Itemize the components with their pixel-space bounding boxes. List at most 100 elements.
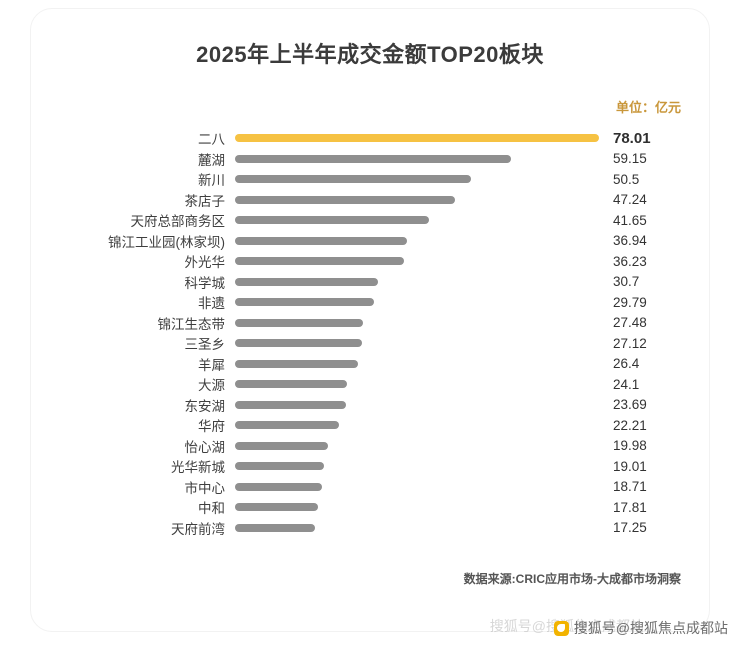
chart-row: 三圣乡 27.12 bbox=[57, 333, 683, 354]
bar bbox=[235, 339, 362, 348]
bar bbox=[235, 380, 348, 389]
category-label: 锦江工业园(林家坝) bbox=[108, 234, 225, 250]
bar bbox=[235, 482, 323, 491]
bar-track bbox=[235, 134, 599, 143]
bar-track bbox=[235, 298, 599, 307]
bar bbox=[235, 298, 374, 307]
bar bbox=[235, 359, 359, 368]
chart-row: 市中心 18.71 bbox=[57, 477, 683, 498]
value-label: 18.71 bbox=[613, 479, 647, 495]
category-label: 光华新城 bbox=[171, 460, 225, 476]
bar bbox=[235, 441, 329, 450]
bar-chart: 二八 78.01 麓湖 59.15 新川 50.5 茶店子 47.24 天府总部商务区 41.65… bbox=[57, 128, 683, 538]
value-label: 30.7 bbox=[613, 274, 640, 290]
chart-title: 2025年上半年成交金额TOP20板块 bbox=[196, 42, 544, 67]
chart-row: 非遗 29.79 bbox=[57, 292, 683, 313]
bar bbox=[235, 503, 319, 512]
category-label: 科学城 bbox=[184, 275, 226, 291]
bar-track bbox=[235, 257, 599, 266]
bar-track bbox=[235, 523, 599, 532]
chart-row: 新川 50.5 bbox=[57, 169, 683, 190]
bar-track bbox=[235, 359, 599, 368]
bar-track bbox=[235, 175, 599, 184]
chart-row: 茶店子 47.24 bbox=[57, 190, 683, 211]
category-label: 二八 bbox=[198, 132, 225, 148]
bar-track bbox=[235, 462, 599, 471]
value-label: 27.12 bbox=[613, 335, 647, 351]
value-label: 26.4 bbox=[613, 356, 640, 372]
data-source: 数据来源:CRIC应用市场-大成都市场洞察 bbox=[463, 572, 681, 586]
chart-card: 2025年上半年成交金额TOP20板块 单位：亿元 二八 78.01 麓湖 59.15… bbox=[30, 8, 710, 632]
bar-track bbox=[235, 154, 599, 163]
category-label: 怡心湖 bbox=[184, 439, 226, 455]
category-label: 非遗 bbox=[198, 296, 225, 312]
bar-track bbox=[235, 195, 599, 204]
value-label: 17.25 bbox=[613, 520, 647, 536]
category-label: 天府总部商务区 bbox=[130, 214, 226, 230]
chart-row: 锦江生态带 27.48 bbox=[57, 313, 683, 334]
chart-row: 中和 17.81 bbox=[57, 497, 683, 518]
bar-track bbox=[235, 421, 599, 430]
chart-row: 锦江工业园(林家坝) 36.94 bbox=[57, 231, 683, 252]
chart-row: 东安湖 23.69 bbox=[57, 395, 683, 416]
bar bbox=[235, 421, 339, 430]
chart-row: 天府总部商务区 41.65 bbox=[57, 210, 683, 231]
value-label: 17.81 bbox=[613, 499, 647, 515]
category-label: 大源 bbox=[198, 378, 225, 394]
bar bbox=[235, 195, 456, 204]
category-label: 中和 bbox=[198, 501, 225, 517]
category-label: 新川 bbox=[198, 173, 225, 189]
bar-track bbox=[235, 216, 599, 225]
watermark-text: 搜狐号@搜狐焦点成都站 bbox=[573, 620, 728, 636]
chart-row: 大源 24.1 bbox=[57, 374, 683, 395]
bar-track bbox=[235, 318, 599, 327]
category-label: 锦江生态带 bbox=[157, 316, 226, 332]
category-label: 天府前湾 bbox=[171, 521, 225, 537]
bar bbox=[235, 216, 430, 225]
value-label: 19.01 bbox=[613, 458, 647, 474]
value-label: 47.24 bbox=[613, 192, 647, 208]
highlight-bar bbox=[235, 134, 599, 143]
bar-track bbox=[235, 236, 599, 245]
chart-row: 华府 22.21 bbox=[57, 415, 683, 436]
value-label: 19.98 bbox=[613, 438, 647, 454]
bar-track bbox=[235, 441, 599, 450]
bar-track bbox=[235, 400, 599, 409]
bar-track bbox=[235, 380, 599, 389]
category-label: 市中心 bbox=[184, 480, 226, 496]
chart-row: 羊犀 26.4 bbox=[57, 354, 683, 375]
watermark: 搜狐号@搜狐焦点成都站 bbox=[553, 618, 728, 638]
category-label: 羊犀 bbox=[198, 357, 225, 373]
bar bbox=[235, 154, 511, 163]
value-label: 29.79 bbox=[613, 294, 647, 310]
value-label: 23.69 bbox=[613, 397, 647, 413]
value-label: 36.94 bbox=[613, 233, 647, 249]
bar-track bbox=[235, 482, 599, 491]
bar-track bbox=[235, 277, 599, 286]
value-label: 41.65 bbox=[613, 212, 647, 228]
value-label: 22.21 bbox=[613, 417, 647, 433]
bar-track bbox=[235, 339, 599, 348]
chart-row: 外光华 36.23 bbox=[57, 251, 683, 272]
value-label: 50.5 bbox=[613, 171, 640, 187]
bar bbox=[235, 523, 316, 532]
category-label: 华府 bbox=[198, 419, 225, 435]
category-label: 三圣乡 bbox=[184, 337, 226, 353]
value-label: 24.1 bbox=[613, 376, 640, 392]
chart-row: 天府前湾 17.25 bbox=[57, 518, 683, 539]
chart-row: 科学城 30.7 bbox=[57, 272, 683, 293]
bar bbox=[235, 236, 408, 245]
category-label: 茶店子 bbox=[184, 193, 226, 209]
bar bbox=[235, 277, 379, 286]
sohu-logo-icon bbox=[553, 620, 569, 636]
chart-row: 二八 78.01 bbox=[57, 128, 683, 149]
chart-row: 麓湖 59.15 bbox=[57, 149, 683, 170]
value-label: 78.01 bbox=[613, 129, 651, 147]
bar-track bbox=[235, 503, 599, 512]
bar bbox=[235, 462, 324, 471]
bar bbox=[235, 400, 346, 409]
bar bbox=[235, 318, 364, 327]
category-label: 麓湖 bbox=[198, 152, 225, 168]
chart-row: 怡心湖 19.98 bbox=[57, 436, 683, 457]
